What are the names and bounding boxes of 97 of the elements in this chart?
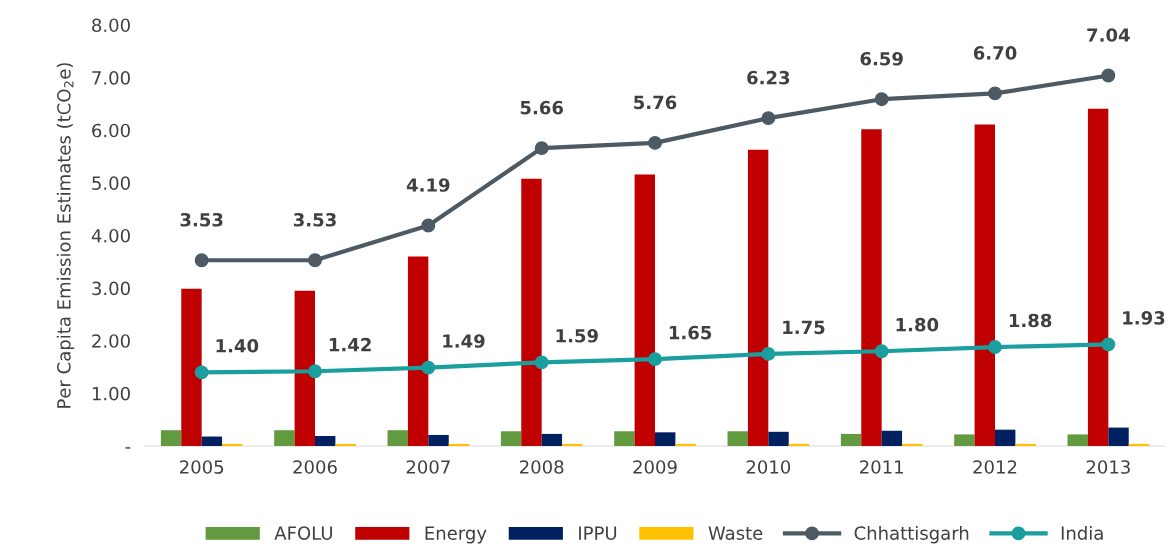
- point: [648, 352, 662, 367]
- legend-label: India: [1061, 525, 1103, 540]
- bar: [1128, 443, 1150, 446]
- bar: [634, 174, 655, 446]
- legend-label: Chhattisgarh: [854, 525, 969, 544]
- data-label: 1.42: [329, 337, 371, 352]
- bar: [428, 434, 449, 446]
- point: [761, 346, 776, 361]
- bar: [562, 443, 583, 446]
- y-tick-label: 1.00: [92, 386, 130, 401]
- bar: [768, 431, 789, 446]
- data-label: 3.53: [180, 212, 223, 227]
- bar: [675, 443, 696, 446]
- x-tick-label: 2007: [406, 460, 450, 474]
- data-label: 1.80: [896, 317, 939, 332]
- data-label: 5.76: [634, 95, 677, 110]
- data-label: 6.70: [973, 46, 1017, 60]
- point: [308, 253, 322, 268]
- point: [874, 92, 889, 107]
- legend-label: IPPU: [579, 526, 617, 540]
- bar: [387, 430, 408, 446]
- bar: [407, 256, 429, 446]
- bar: [448, 443, 470, 446]
- point: [194, 253, 209, 268]
- point: [421, 218, 436, 233]
- bar: [201, 436, 223, 446]
- bar: [521, 178, 542, 446]
- x-tick-label: 2009: [633, 460, 677, 474]
- bar: [954, 434, 975, 446]
- point: [988, 86, 1002, 101]
- y-tick-label: 3.00: [92, 281, 130, 296]
- point: [421, 360, 436, 375]
- y-tick-label: 2.00: [92, 334, 130, 348]
- y-tick-label: 4.00: [91, 228, 130, 243]
- bar: [788, 443, 810, 446]
- y-tick-label: 6.00: [92, 123, 130, 138]
- bar: [974, 124, 995, 446]
- point: [534, 355, 549, 370]
- data-label: 1.75: [783, 320, 825, 335]
- data-label: 6.23: [747, 70, 790, 85]
- data-label: 1.40: [216, 338, 259, 353]
- y-tick-label: -: [125, 447, 131, 449]
- point: [761, 111, 776, 126]
- bar: [315, 436, 336, 446]
- y-tick-label: 8.00: [92, 18, 130, 33]
- bar: [160, 430, 182, 446]
- bar: [840, 433, 862, 446]
- y-tick-label: 5.00: [92, 176, 130, 190]
- x-tick-label: 2006: [293, 460, 337, 474]
- data-label: 3.53: [293, 212, 336, 227]
- point: [1101, 337, 1116, 352]
- legend-label: AFOLU: [274, 526, 332, 540]
- data-label: 7.04: [1087, 28, 1130, 42]
- bar: [1067, 434, 1088, 446]
- bar: [747, 149, 769, 446]
- point: [874, 344, 889, 359]
- bar: [861, 129, 882, 446]
- legend-label: Waste: [708, 526, 763, 540]
- point: [988, 340, 1002, 355]
- bar: [881, 430, 903, 446]
- x-tick-label: 2008: [520, 460, 564, 474]
- bar: [1108, 427, 1129, 446]
- y-tick-label: 7.00: [92, 71, 130, 85]
- bar: [181, 288, 202, 446]
- data-label: 1.49: [443, 334, 485, 348]
- y-axis-title: Per Capita Emission Estimates (tCO$_{2}$e): [56, 63, 75, 408]
- x-tick-label: 2005: [180, 460, 224, 474]
- x-tick-label: 2013: [1086, 460, 1130, 474]
- bar: [1015, 443, 1036, 446]
- data-label: 1.65: [669, 325, 712, 340]
- point: [648, 135, 662, 150]
- bar: [727, 431, 748, 446]
- data-label: 1.88: [1009, 313, 1052, 328]
- bar: [335, 443, 356, 446]
- x-tick-label: 2011: [860, 460, 903, 474]
- bar: [995, 429, 1016, 446]
- point: [194, 365, 209, 380]
- point: [308, 364, 322, 379]
- legend-label: Energy: [425, 526, 487, 544]
- point: [534, 141, 549, 156]
- point: [1101, 68, 1116, 83]
- x-tick-label: 2012: [973, 460, 1017, 474]
- data-label: 4.19: [406, 178, 450, 192]
- bar: [541, 433, 563, 446]
- bar: [614, 431, 635, 446]
- x-tick-label: 2010: [746, 460, 791, 474]
- bar: [1087, 108, 1109, 446]
- bar: [655, 432, 676, 446]
- bar: [222, 443, 243, 446]
- data-label: 6.59: [860, 51, 903, 66]
- data-label: 1.59: [556, 328, 598, 343]
- bar: [274, 430, 295, 446]
- bar: [500, 431, 522, 446]
- bar: [902, 443, 923, 446]
- data-label: 1.93: [1123, 311, 1165, 325]
- data-label: 5.66: [520, 100, 563, 115]
- bar: [294, 290, 315, 446]
